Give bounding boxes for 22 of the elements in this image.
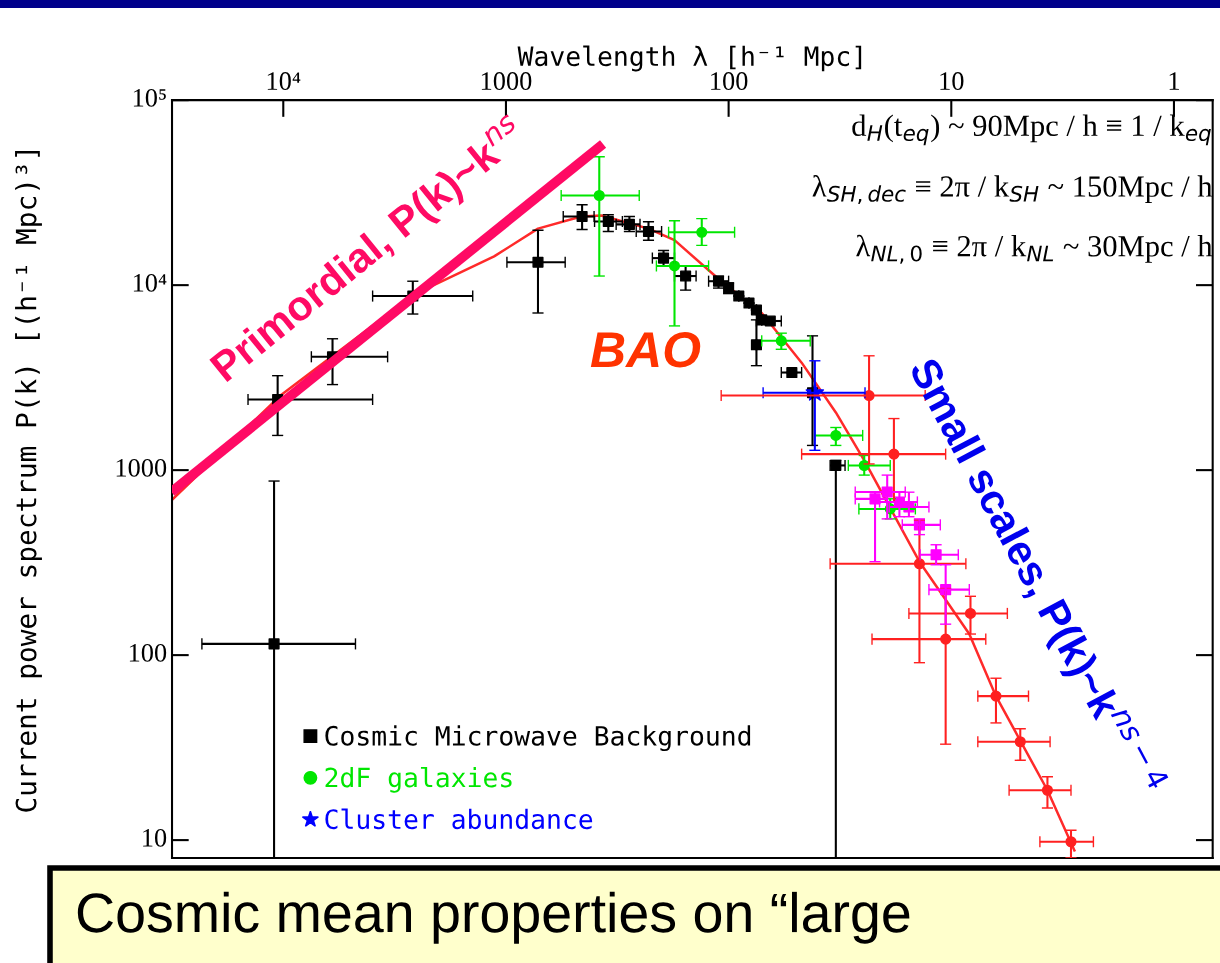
x-axis-title: Wavelength λ [h⁻¹ Mpc] — [517, 45, 862, 72]
y-tick-label: 10⁴ — [133, 273, 167, 292]
text: Cosmic mean properties on “large — [77, 891, 910, 944]
annotation: d$_{H}$(t$_{eq}$) ~ 90Mpc / h ≡ 1 / k$_{eq}$ — [852, 114, 1211, 146]
annotation: λ$_{NL,0}$ ≡ 2π / k$_{NL}$ ~ 30Mpc / h — [856, 234, 1213, 264]
x-tick-label: 1000 — [481, 72, 532, 90]
annotation: Small scales, P(k)~k$^{ns−4}$ — [901, 351, 1170, 802]
x-tick-label: 10 — [940, 72, 964, 90]
legend-label: Cluster abundance — [325, 808, 593, 830]
y-tick-label: 1000 — [116, 458, 167, 477]
legend-label: 2dF galaxies — [325, 766, 512, 793]
y-tick-label: 10 — [143, 828, 167, 847]
x-tick-label: 1 — [1169, 72, 1179, 90]
legend-label: Cosmic Microwave Background — [325, 725, 751, 752]
y-tick-label: 100 — [129, 643, 167, 662]
y-tick-label: 10⁵ — [133, 88, 166, 107]
annotation: λ$_{SH,dec}$ ≡ 2π / k$_{SH}$ ~ 150Mpc / h — [812, 175, 1213, 205]
x-tick-label: 10⁴ — [267, 72, 301, 90]
annotation: Primordial, P(k)~k$^{ns}$ — [207, 113, 533, 389]
x-tick-label: 100 — [711, 72, 748, 90]
y-axis-title: Current power spectrum P(k) [(h⁻¹ Mpc)³] — [15, 150, 42, 812]
annotation: BAO — [590, 332, 701, 368]
